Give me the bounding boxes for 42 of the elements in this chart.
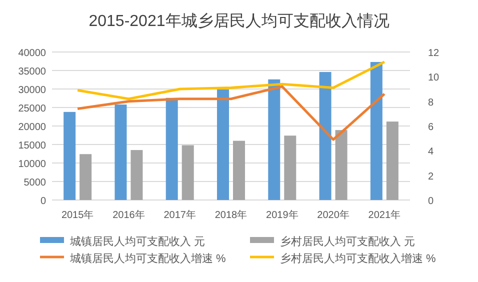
y-tick-label: 35000 — [18, 66, 46, 78]
title: 2015-2021年城乡居民人均可支配收入情况 — [88, 13, 390, 30]
bar — [268, 79, 280, 200]
legend-label: 城镇居民人均可支配收入增速 % — [69, 252, 226, 265]
bar — [166, 98, 178, 200]
bar — [233, 140, 245, 200]
x-tick-label: 2019年 — [266, 209, 298, 221]
legend-label: 城镇居民人均可支配收入 元 — [69, 235, 206, 248]
x-tick-label: 2016年 — [112, 209, 145, 221]
y2-tick-label: 8 — [428, 97, 434, 108]
y2-tick-label: 10 — [428, 72, 440, 84]
y-tick-label: 5000 — [24, 178, 46, 188]
y2-tick-label: 4 — [428, 146, 434, 158]
bar — [284, 136, 296, 200]
bar — [386, 122, 398, 200]
y-tick-label: 25000 — [18, 104, 46, 114]
y-tick-label: 20000 — [18, 122, 46, 133]
x-tick-label: 2020年 — [317, 209, 350, 221]
y2-tick-label: 12 — [428, 48, 440, 59]
y2-tick-label: 6 — [428, 122, 434, 133]
y2-tick-label: 2 — [428, 171, 434, 182]
y-tick-label: 40000 — [18, 48, 46, 59]
y-tick-label: 10000 — [18, 159, 46, 170]
legend-label: 乡村居民人均可支配收入 元 — [280, 235, 416, 248]
bar — [182, 145, 194, 200]
bar — [64, 112, 76, 200]
bar — [130, 150, 143, 200]
bar — [319, 72, 332, 200]
bar — [80, 154, 92, 200]
bar — [335, 130, 348, 200]
x-tick-label: 2015年 — [61, 209, 94, 221]
legend-label: 乡村居民人均可支配收入增速 % — [280, 252, 436, 265]
x-tick-label: 2018年 — [214, 209, 248, 221]
x-tick-label: 2017年 — [164, 209, 196, 221]
y-tick-label: 0 — [40, 196, 46, 207]
y-tick-label: 30000 — [18, 85, 46, 96]
x-tick-label: 2021年 — [368, 209, 401, 221]
bar — [217, 89, 229, 200]
bar — [114, 104, 127, 200]
bar — [370, 62, 382, 200]
y-tick-label: 15000 — [18, 140, 46, 152]
y2-tick-label: 0 — [428, 196, 434, 207]
